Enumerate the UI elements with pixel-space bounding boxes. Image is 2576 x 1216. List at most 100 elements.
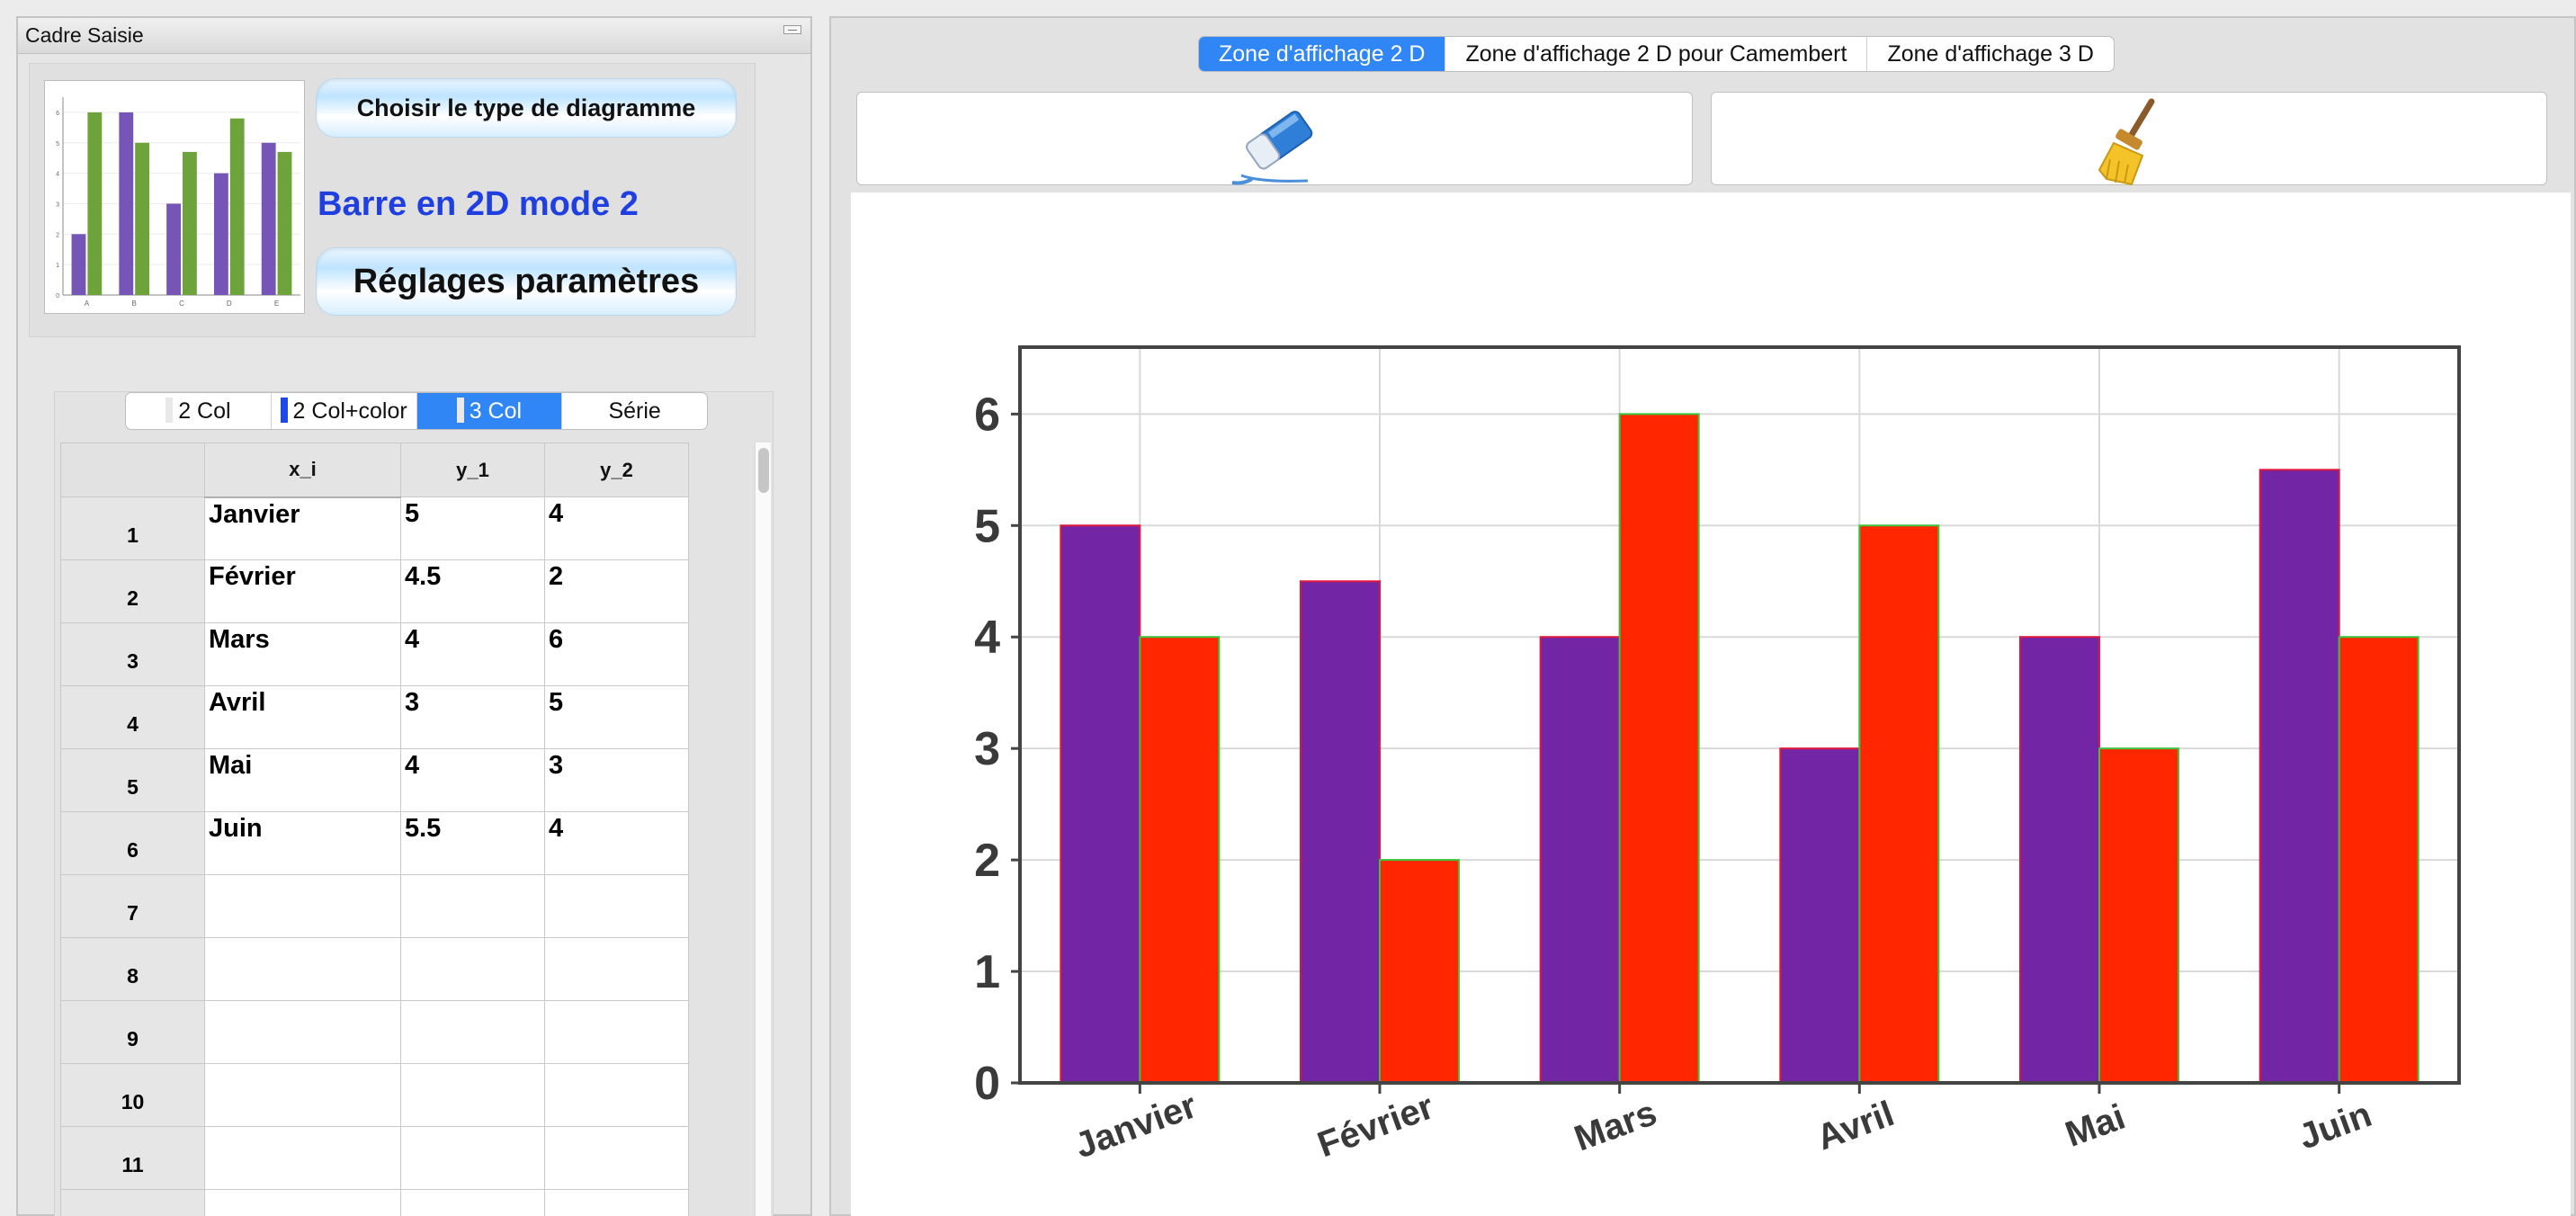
data-entry-area: 2 Col 2 Col+color 3 Col Série x_i y_1 y_2 1… <box>54 391 774 1216</box>
cell-y1[interactable] <box>400 1126 545 1190</box>
cell-y1[interactable]: 5.5 <box>400 811 545 875</box>
column-header-y1[interactable]: y_1 <box>400 443 545 497</box>
column-mode-swatch <box>456 398 464 423</box>
bar <box>1858 524 1940 1084</box>
display-tab[interactable]: Zone d'affichage 3 D <box>1887 41 2094 67</box>
thumb-bar <box>87 112 103 295</box>
cell-y1[interactable]: 4 <box>400 748 545 812</box>
cell-y2[interactable] <box>544 937 689 1001</box>
table-row: 11 <box>60 1126 689 1190</box>
column-header-x[interactable]: x_i <box>204 443 401 498</box>
cell-y1[interactable]: 5 <box>400 496 545 560</box>
cell-y2[interactable]: 3 <box>544 748 689 812</box>
broom-icon <box>2097 98 2155 186</box>
display-tab[interactable]: Zone d'affichage 2 D <box>1199 37 1446 71</box>
column-mode-option[interactable]: 3 Col <box>416 393 563 429</box>
cell-y1[interactable]: 3 <box>400 685 545 749</box>
x-tick-label: Avril <box>1811 1094 1899 1158</box>
cell-y1[interactable]: 4 <box>400 622 545 686</box>
cell-y2[interactable]: 6 <box>544 622 689 686</box>
column-mode-label: 2 Col <box>178 398 231 424</box>
table-scrollbar-thumb[interactable] <box>758 448 769 493</box>
column-header-y2[interactable]: y_2 <box>544 443 689 497</box>
cell-x[interactable]: Avril <box>204 685 401 749</box>
table-corner-cell <box>60 443 205 497</box>
cell-y2[interactable] <box>544 1000 689 1064</box>
column-mode-swatch <box>165 398 174 423</box>
cell-x[interactable]: Février <box>204 559 401 623</box>
cell-x[interactable]: Juin <box>204 811 401 875</box>
column-mode-option[interactable]: 2 Col <box>126 393 272 429</box>
row-number: 4 <box>60 685 205 749</box>
row-number: 11 <box>60 1126 205 1190</box>
choose-chart-type-button[interactable]: Choisir le type de diagramme <box>316 78 737 138</box>
table-row: 8 <box>60 937 689 1001</box>
cell-y1[interactable]: 4.5 <box>400 559 545 623</box>
y-tick-label: 2 <box>974 835 1000 887</box>
x-tick-label: Février <box>1312 1086 1438 1165</box>
cell-y1[interactable] <box>400 1063 545 1127</box>
data-table: x_i y_1 y_2 1 Janvier 5 4 2 Février 4.5 2 3 Mars 4… <box>60 443 689 1216</box>
cell-y2[interactable] <box>544 1126 689 1190</box>
thumb-y-label: 5 <box>56 141 59 148</box>
cell-y2[interactable] <box>544 1189 689 1216</box>
thumb-y-label: 0 <box>56 293 59 300</box>
panel-title-bar: Cadre Saisie <box>18 18 810 54</box>
cell-y2[interactable]: 2 <box>544 559 689 623</box>
cell-y2[interactable] <box>544 1063 689 1127</box>
bar <box>1139 636 1221 1084</box>
bar <box>1779 747 1861 1084</box>
cell-y2[interactable]: 4 <box>544 496 689 560</box>
y-tick-label: 1 <box>974 946 1000 998</box>
cell-y2[interactable]: 5 <box>544 685 689 749</box>
x-tick-label: Mars <box>1570 1093 1662 1158</box>
eraser-icon <box>1231 111 1313 185</box>
cell-y2[interactable]: 4 <box>544 811 689 875</box>
thumbnail-chart: 0 1 2 3 4 5 6 A B C D E <box>56 97 300 308</box>
cell-x[interactable]: Janvier <box>204 496 401 560</box>
column-mode-option[interactable]: 2 Col+color <box>272 393 417 429</box>
eraser-button[interactable] <box>856 92 1693 185</box>
chart-type-thumbnail[interactable]: 0 1 2 3 4 5 6 A B C D E <box>44 80 305 314</box>
cell-y1[interactable] <box>400 1189 545 1216</box>
settings-button[interactable]: Réglages paramètres <box>316 247 737 316</box>
x-tick-label: Mai <box>2061 1097 2131 1155</box>
y-tick-label: 0 <box>974 1058 1000 1110</box>
thumb-x-label: A <box>85 300 90 308</box>
row-number: 3 <box>60 622 205 686</box>
table-row: 2 Février 4.5 2 <box>60 559 689 623</box>
thumb-bar <box>166 203 181 295</box>
table-row: 7 <box>60 874 689 938</box>
table-scrollbar[interactable] <box>755 443 771 1216</box>
thumb-bar <box>71 234 86 295</box>
cell-y1[interactable] <box>400 937 545 1001</box>
cell-x[interactable] <box>204 1126 401 1190</box>
column-mode-label: 2 Col+color <box>292 398 407 424</box>
column-mode-option[interactable]: Série <box>562 393 707 429</box>
cell-y1[interactable] <box>400 1000 545 1064</box>
cell-y2[interactable] <box>544 874 689 938</box>
cell-x[interactable] <box>204 1063 401 1127</box>
cell-y1[interactable] <box>400 874 545 938</box>
cell-x[interactable] <box>204 1000 401 1064</box>
broom-button[interactable] <box>1711 92 2547 186</box>
cell-x[interactable]: Mai <box>204 748 401 812</box>
cell-x[interactable] <box>204 874 401 938</box>
panel-title: Cadre Saisie <box>25 23 144 47</box>
y-tick-label: 6 <box>974 389 1000 441</box>
table-row: 4 Avril 3 5 <box>60 685 689 749</box>
bar <box>1060 524 1141 1084</box>
cell-x[interactable] <box>204 1189 401 1216</box>
thumb-bar <box>213 173 228 295</box>
thumb-y-label: 2 <box>56 232 59 238</box>
bar <box>2338 636 2419 1084</box>
cell-x[interactable]: Mars <box>204 622 401 686</box>
table-row: 1 Janvier 5 4 <box>60 496 689 560</box>
thumb-y-label: 3 <box>56 201 59 208</box>
minimize-button[interactable] <box>783 25 801 34</box>
plot-background <box>1020 347 2459 1083</box>
table-row: 5 Mai 4 3 <box>60 748 689 812</box>
row-number: 10 <box>60 1063 205 1127</box>
display-tab[interactable]: Zone d'affichage 2 D pour Camembert <box>1445 37 1868 71</box>
cell-x[interactable] <box>204 937 401 1001</box>
